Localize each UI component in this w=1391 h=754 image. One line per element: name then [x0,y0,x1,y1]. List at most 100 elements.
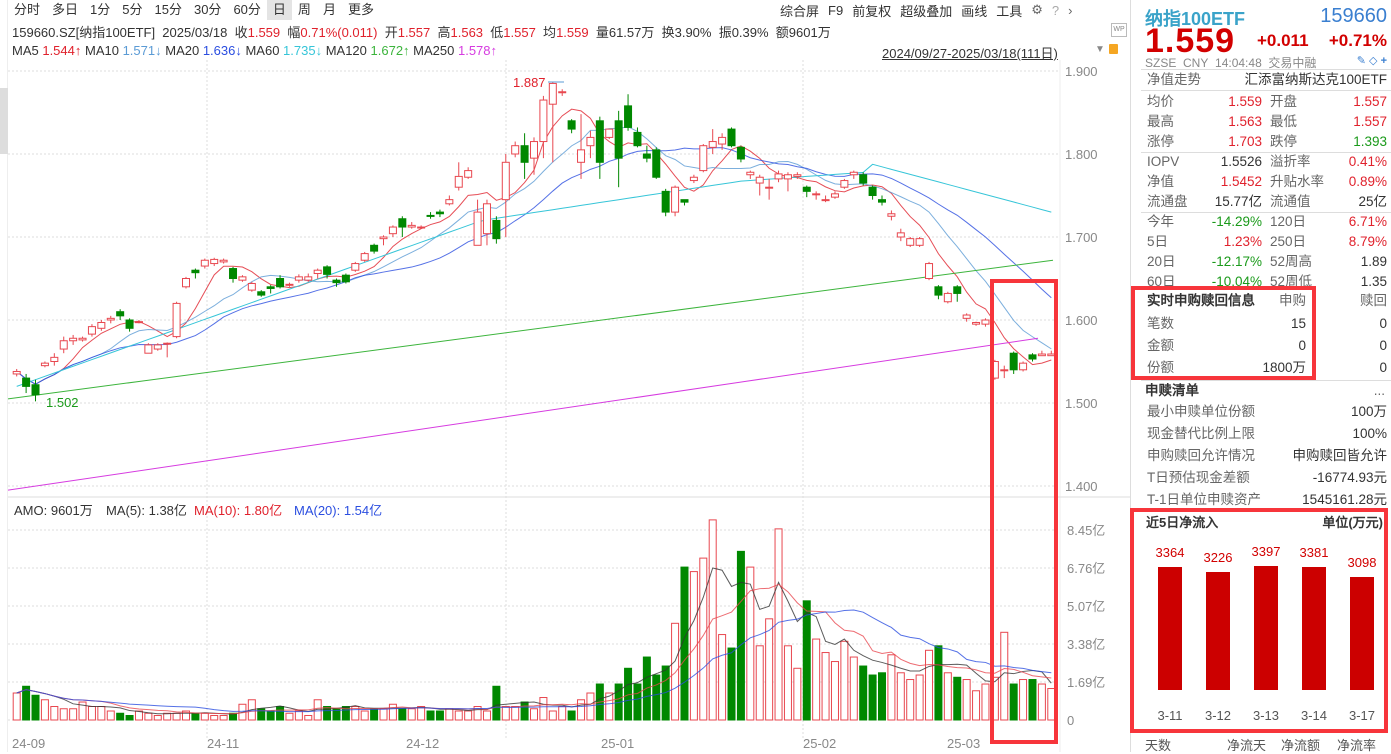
period-tab-0[interactable]: 分时 [14,2,41,17]
volume-bar[interactable] [294,710,303,721]
tool-5[interactable]: 工具 [996,3,1023,19]
candle[interactable] [812,193,821,196]
candle[interactable] [586,136,595,147]
volume-bar[interactable] [802,600,811,721]
volume-bar[interactable] [981,683,990,721]
candle[interactable] [473,211,482,246]
candle[interactable] [266,286,275,289]
volume-bar[interactable] [22,685,31,721]
volume-bar[interactable] [840,640,849,721]
candle[interactable] [934,286,943,296]
volume-bar[interactable] [1037,683,1046,721]
candle[interactable] [830,193,839,198]
candle[interactable] [661,190,670,213]
volume-bar[interactable] [360,710,369,721]
candle[interactable] [388,226,397,235]
volume-bar[interactable] [727,647,736,721]
volume-bar[interactable] [934,645,943,721]
volume-bar[interactable] [878,672,886,721]
tool-0[interactable]: 综合屏 [780,3,820,19]
candle[interactable] [464,170,473,178]
volume-bar[interactable] [351,706,360,721]
volume-bar[interactable] [31,694,40,721]
candle[interactable] [878,199,886,203]
period-tab-6[interactable]: 60分 [233,2,261,17]
candle[interactable] [501,161,510,201]
volume-bar[interactable] [153,715,162,721]
candle[interactable] [868,186,877,196]
gear-icon[interactable]: ⚙ [1031,2,1043,17]
tool-3[interactable]: 超级叠加 [900,3,953,19]
candle[interactable] [144,344,153,354]
candle[interactable] [50,356,59,363]
volume-bar[interactable] [12,692,21,721]
candle[interactable] [624,105,633,128]
volume-bar[interactable] [163,712,172,721]
volume-bar[interactable] [388,703,397,721]
volume-bar[interactable] [849,656,858,721]
volume-bar[interactable] [426,710,435,721]
volume-bar[interactable] [718,634,727,721]
volume-bar[interactable] [520,701,529,721]
candle[interactable] [925,263,934,279]
tool-4[interactable]: 画线 [961,3,988,19]
side-strip-selected[interactable] [0,88,8,154]
volume-bar[interactable] [783,645,792,721]
volume-bar[interactable] [379,708,388,721]
candle[interactable] [718,136,727,145]
candle[interactable] [821,199,830,202]
volume-bar[interactable] [812,638,821,721]
volume-bar[interactable] [765,618,774,721]
candle[interactable] [699,145,708,172]
candle[interactable] [755,176,764,184]
candle[interactable] [962,314,971,319]
candle[interactable] [1000,369,1009,372]
candle[interactable] [511,145,520,155]
volume-bar[interactable] [680,566,689,721]
candle[interactable] [1047,353,1056,357]
candle[interactable] [859,174,868,184]
volume-bar[interactable] [896,672,905,721]
candle[interactable] [906,238,915,246]
volume-bar[interactable] [868,674,877,721]
volume-bar[interactable] [116,712,125,721]
volume-bar[interactable] [266,710,275,721]
volume-bar[interactable] [134,710,143,721]
volume-bar[interactable] [567,710,576,721]
volume-bar[interactable] [746,566,755,721]
bottom-tab-1[interactable]: 净流天 [1227,738,1267,753]
candle[interactable] [370,244,379,252]
candle[interactable] [727,128,736,147]
volume-bar[interactable] [830,661,839,721]
volume-bar[interactable] [1000,631,1009,721]
volume-bar[interactable] [652,674,661,721]
period-tab-4[interactable]: 15分 [154,2,182,17]
candle[interactable] [200,259,209,267]
volume-bar[interactable] [558,706,567,721]
volume-bar[interactable] [548,710,557,721]
volume-bar[interactable] [1028,679,1037,721]
volume-bar[interactable] [106,710,115,721]
candle[interactable] [454,175,463,188]
candle[interactable] [642,153,651,159]
inflow-bar[interactable] [1302,566,1326,690]
candle[interactable] [1028,354,1037,360]
candle[interactable] [379,236,388,240]
volume-bar[interactable] [906,679,915,721]
candle[interactable] [1009,352,1018,371]
candle[interactable] [276,278,285,288]
volume-bar[interactable] [97,706,106,721]
candle[interactable] [671,186,680,213]
candle[interactable] [567,120,576,130]
candle[interactable] [708,141,717,148]
volume-bar[interactable] [182,710,190,721]
period-tab-2[interactable]: 1分 [90,2,111,17]
inflow-bar[interactable] [1158,567,1182,690]
volume-bar[interactable] [530,708,538,721]
candle[interactable] [247,282,256,291]
candle[interactable] [417,226,426,229]
volume-bar[interactable] [793,667,802,721]
period-tab-7[interactable]: 日 [266,0,292,20]
volume-bar[interactable] [435,710,444,721]
candle[interactable] [106,317,115,321]
